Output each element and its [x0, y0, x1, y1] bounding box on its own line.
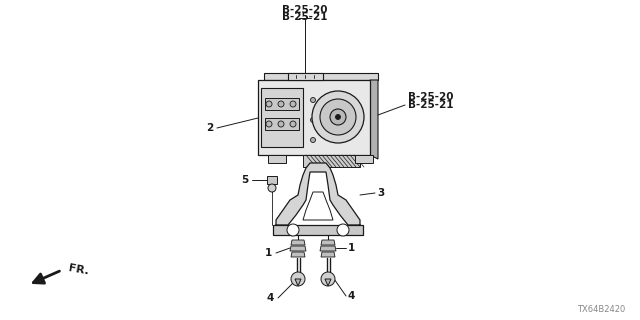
Text: B-25-21: B-25-21 [282, 12, 328, 22]
Circle shape [278, 101, 284, 107]
Bar [268, 155, 286, 163]
Polygon shape [303, 192, 333, 220]
Polygon shape [325, 279, 331, 286]
Polygon shape [303, 155, 360, 167]
Text: 5: 5 [241, 175, 248, 185]
Text: TX64B2420: TX64B2420 [577, 305, 625, 314]
Bar [267, 176, 277, 184]
Text: B-25-21: B-25-21 [408, 100, 454, 110]
Bar [265, 118, 299, 130]
Polygon shape [290, 246, 306, 251]
Circle shape [278, 121, 284, 127]
Polygon shape [291, 252, 305, 257]
Text: 4: 4 [267, 293, 274, 303]
Circle shape [310, 98, 316, 102]
Bar [355, 155, 373, 163]
Text: FR.: FR. [68, 263, 90, 277]
Text: 3: 3 [377, 188, 384, 198]
Polygon shape [295, 279, 301, 286]
Circle shape [310, 138, 316, 142]
Circle shape [266, 101, 272, 107]
Polygon shape [370, 80, 378, 159]
Circle shape [287, 224, 299, 236]
Polygon shape [273, 225, 363, 235]
Text: B-25-20: B-25-20 [408, 92, 454, 102]
Bar [265, 98, 299, 110]
Circle shape [290, 101, 296, 107]
Circle shape [266, 121, 272, 127]
Polygon shape [321, 252, 335, 257]
Circle shape [335, 115, 340, 119]
Circle shape [330, 109, 346, 125]
Bar [261, 88, 303, 147]
Circle shape [321, 272, 335, 286]
Circle shape [312, 91, 364, 143]
Polygon shape [320, 246, 336, 251]
Polygon shape [291, 240, 305, 245]
Circle shape [337, 224, 349, 236]
Text: B-25-20: B-25-20 [282, 5, 328, 15]
Circle shape [291, 272, 305, 286]
Circle shape [268, 184, 276, 192]
Polygon shape [321, 240, 335, 245]
Circle shape [290, 121, 296, 127]
Text: 1: 1 [348, 243, 355, 253]
Bar [288, 73, 323, 80]
Text: 2: 2 [205, 123, 213, 133]
Polygon shape [276, 163, 360, 230]
Text: 4: 4 [348, 291, 355, 301]
Polygon shape [264, 73, 378, 80]
Circle shape [320, 99, 356, 135]
Bar [258, 80, 370, 155]
Text: 1: 1 [265, 248, 272, 258]
Circle shape [310, 117, 316, 123]
